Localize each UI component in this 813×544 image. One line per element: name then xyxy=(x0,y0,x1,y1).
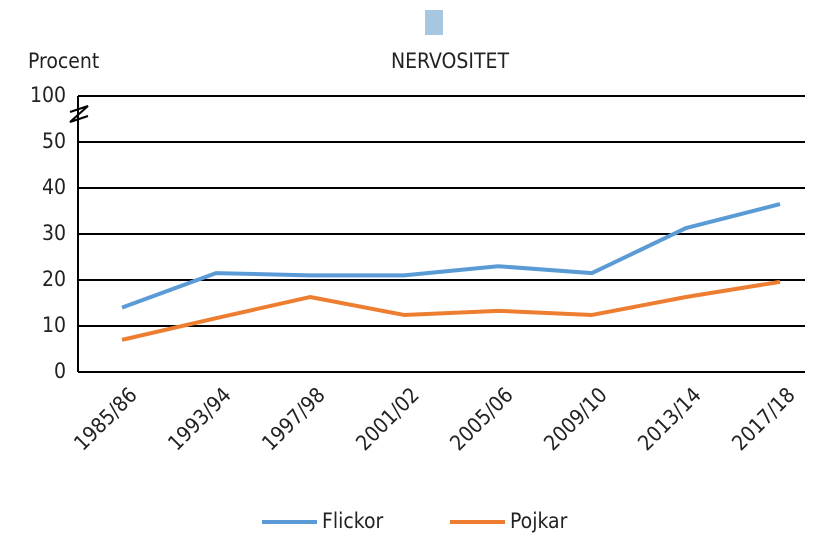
x-tick-label: 2017/18 xyxy=(727,383,799,455)
y-tick-label: 10 xyxy=(42,313,66,337)
series-line xyxy=(121,279,781,342)
x-tick-label: 1997/98 xyxy=(257,383,329,455)
decor-square xyxy=(425,10,443,35)
x-tick-label: 2013/14 xyxy=(633,383,705,455)
x-tick-label: 2009/10 xyxy=(539,383,611,455)
y-tick-label: 40 xyxy=(42,175,66,199)
y-tick-label: 0 xyxy=(54,359,66,383)
x-tick-label: 2001/02 xyxy=(351,383,423,455)
y-tick-label: 20 xyxy=(42,267,66,291)
legend-label: Flickor xyxy=(322,509,384,533)
series-line xyxy=(121,202,781,310)
x-tick-label: 2005/06 xyxy=(445,383,517,455)
chart-title: NERVOSITET xyxy=(391,49,509,73)
x-tick-label: 1985/86 xyxy=(69,383,141,455)
legend-label: Pojkar xyxy=(510,509,568,533)
y-tick-label: 30 xyxy=(42,221,66,245)
y-tick-label: 50 xyxy=(42,129,66,153)
x-tick-label: 1993/94 xyxy=(163,383,235,455)
y-axis-label: Procent xyxy=(28,49,99,73)
y-tick-label: 100 xyxy=(30,83,66,107)
